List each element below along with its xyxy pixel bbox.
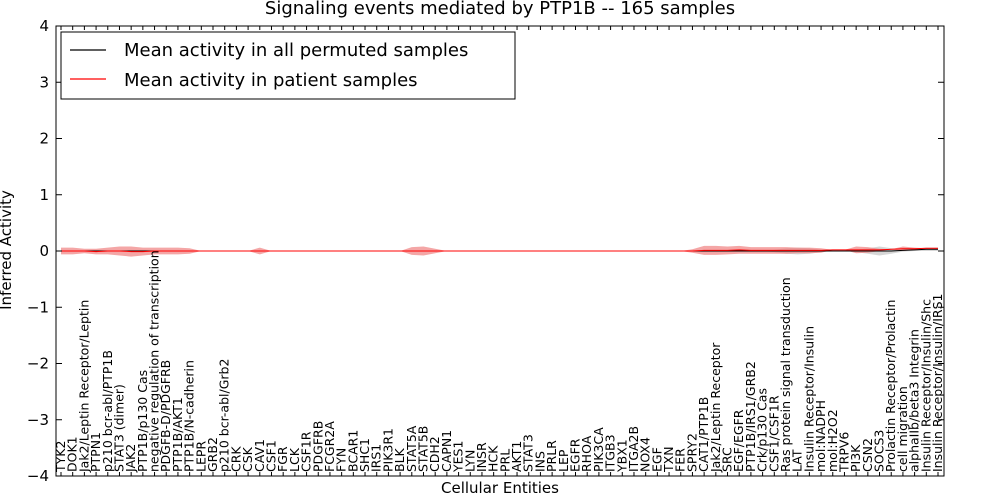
y-tick-label: −3	[27, 411, 49, 429]
x-tick-label: JAK2	[123, 444, 138, 473]
x-tick-label: RHOA	[579, 435, 594, 472]
x-tick-label: Crk/p130 Cas	[755, 388, 770, 472]
patient-mean-line	[61, 247, 938, 253]
y-tick-label: −1	[27, 298, 49, 316]
legend-box	[60, 31, 516, 100]
chart-title: Signaling events mediated by PTP1B -- 16…	[265, 0, 735, 19]
y-axis: −4 −3 −2 −1 0 1 2 3 4	[27, 17, 944, 485]
x-tick-label: EGF	[649, 447, 664, 472]
x-tick-label: BLK	[392, 447, 407, 472]
x-tick-label: IRS1	[369, 444, 384, 472]
x-tick-label: STAT5B	[416, 426, 431, 472]
legend-label-permuted: Mean activity in all permuted samples	[124, 40, 468, 61]
x-tick-label: AKT1	[509, 441, 524, 472]
x-tick-label: cell migration	[895, 386, 910, 472]
x-tick-label: PIK3R1	[380, 428, 395, 472]
x-tick-label: alphaIIb/beta3 Integrin	[907, 329, 922, 472]
y-tick-label: 1	[39, 186, 49, 204]
x-tick-label: LEP	[556, 449, 571, 472]
x-tick-label: PI3K	[848, 444, 863, 472]
x-tick-label: PRLR	[544, 440, 559, 472]
x-tick-label: FER	[673, 448, 688, 472]
x-tick-label: PTP1B/N-cadherin	[182, 360, 197, 472]
x-tick-label: Jak2/Leptin Receptor	[708, 342, 723, 473]
x-tick-label: CSF1	[264, 440, 279, 472]
x-tick-label: FYN	[334, 448, 349, 472]
x-tick-label: ITGB3	[603, 434, 618, 472]
plot-frame	[55, 25, 945, 477]
x-tick-label: p210 bcr-abl/Grb2	[217, 359, 232, 472]
x-tick-label: mol:NADPH	[813, 400, 828, 472]
y-tick-label: −4	[27, 467, 49, 485]
x-tick-label: PIK3CA	[591, 427, 606, 472]
x-tick-label: INSR	[474, 442, 489, 472]
x-tick-label: STAT3 (dimer)	[112, 384, 127, 472]
x-tick-label: CAPN1	[439, 430, 454, 472]
x-tick-label: SOCS3	[872, 430, 887, 472]
x-tick-label: CSK	[240, 446, 255, 472]
x-tick-label: LCK	[287, 447, 302, 472]
x-tick-label: Jak2/Leptin Receptor/Leptin	[76, 300, 91, 473]
x-tick-label: TYK2	[53, 441, 68, 473]
x-tick-label: EGF/EGFR	[731, 409, 746, 472]
y-tick-label: 4	[39, 17, 49, 35]
x-tick-label: p210 bcr-abl/PTP1B	[100, 350, 115, 472]
x-tick-label: CAT1/PTP1B	[696, 397, 711, 472]
legend: Mean activity in all permuted samples Me…	[60, 31, 516, 100]
x-tick-label: PTP1B/p130 Cas	[135, 370, 150, 472]
x-tick-label: LEPR	[193, 441, 208, 472]
x-tick-label: CRK	[228, 446, 243, 472]
x-axis-label: Cellular Entities	[441, 479, 559, 497]
x-tick-label: INS	[532, 451, 547, 472]
x-tick-label: HCK	[486, 445, 501, 472]
y-tick-label: 3	[39, 73, 49, 91]
x-tick-label: CSF1R	[299, 431, 314, 472]
x-tick-label: Prolactin Receptor/Prolactin	[883, 300, 898, 472]
x-tick-label: PDGFB-D/PDGFRB	[158, 360, 173, 472]
x-tick-label: STAT5A	[404, 425, 419, 472]
y-axis-label: Inferred Activity	[0, 190, 15, 310]
y-tick-label: 0	[39, 242, 49, 260]
x-tick-label: SRC	[720, 447, 735, 472]
x-tick-label: PRL	[497, 449, 512, 472]
x-tick-label: mol:H2O2	[825, 409, 840, 472]
y-tick-label: 2	[39, 130, 49, 148]
x-tick-label: TRPV6	[837, 432, 852, 473]
x-tick-label: ITGA2B	[626, 426, 641, 472]
x-tick-label: GRB2	[205, 437, 220, 472]
x-tick-label: LYN	[462, 450, 477, 472]
x-tick-label: Ras protein signal transduction	[778, 277, 793, 472]
x-tick-label: LAT	[790, 449, 805, 472]
x-tick-label: DOK1	[65, 436, 80, 472]
x-tick-label: PTP1B/IRS1/GRB2	[743, 361, 758, 472]
x-tick-label: PDGFRB	[310, 421, 325, 472]
x-tick-label: SHC1	[357, 438, 372, 472]
series-lines	[61, 247, 938, 253]
x-tick-label: Insulin Receptor/Insulin/IRS1	[930, 294, 945, 472]
x-tick-label: CAV1	[252, 439, 267, 472]
x-tick-label: PTPN1	[88, 432, 103, 472]
x-tick-label: FGR	[275, 446, 290, 472]
x-tick-label: negative regulation of transcription	[147, 250, 162, 472]
legend-label-patient: Mean activity in patient samples	[124, 70, 418, 91]
x-tick-label: EGFR	[568, 438, 583, 472]
x-tick-label: CSF1/CSF1R	[766, 395, 781, 472]
y-tick-label: −2	[27, 355, 49, 373]
x-tick-label: YES1	[451, 441, 466, 473]
x-tick-label: NOX4	[638, 437, 653, 472]
x-tick-label: PTP1B/AKT1	[170, 397, 185, 472]
x-tick-label: BCAR1	[345, 430, 360, 472]
x-tick-label: CDH2	[427, 436, 442, 472]
x-tick-label: STAT3	[521, 434, 536, 472]
x-tick-label: FCGR2A	[322, 421, 337, 472]
x-tick-label: TXN	[661, 446, 676, 473]
patient-band	[61, 245, 938, 257]
x-tick-label: YBX1	[614, 439, 629, 473]
x-tick-label: Insulin Receptor/Insulin	[801, 326, 816, 472]
x-tick-label: CSN2	[860, 438, 875, 472]
x-tick-label: SPRY2	[684, 433, 699, 472]
x-tick-label: Insulin Receptor/Insulin/Shc	[918, 299, 933, 472]
